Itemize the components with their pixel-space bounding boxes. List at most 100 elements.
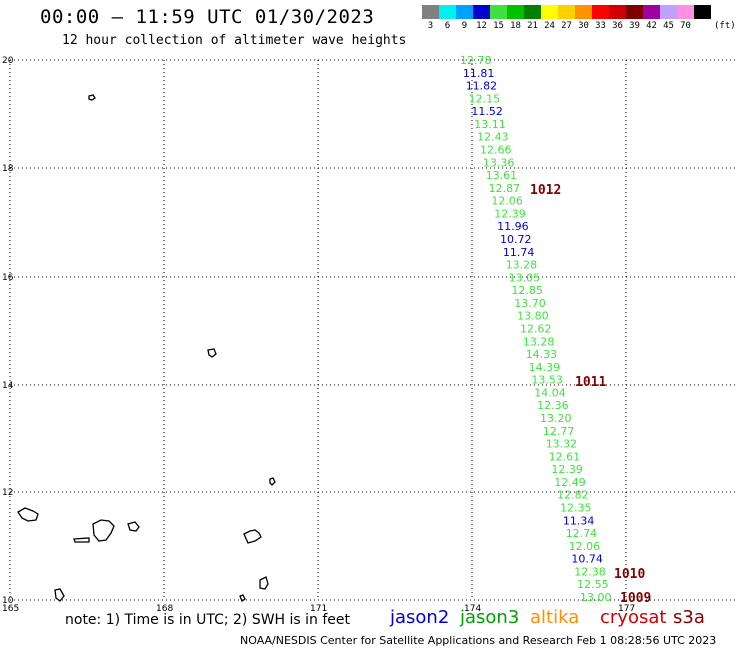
wave-height-label: 10.72 xyxy=(500,233,532,246)
wave-height-label: 12.74 xyxy=(566,527,598,540)
wave-height-label: 13.00 xyxy=(580,591,612,604)
color-scale-label: 42 xyxy=(646,21,657,31)
color-swatch xyxy=(694,5,711,19)
wave-height-label: 11.52 xyxy=(471,105,503,118)
color-scale-label: 39 xyxy=(629,21,640,31)
wave-height-label: 13.28 xyxy=(506,259,538,272)
color-scale-label: 6 xyxy=(444,21,451,31)
latitude-label: 16 xyxy=(2,273,14,283)
latitude-label: 20 xyxy=(2,56,14,66)
island-coastline xyxy=(54,588,65,602)
color-swatch xyxy=(422,5,439,19)
wave-height-label: 12.49 xyxy=(554,476,586,489)
island-coastline xyxy=(243,529,262,544)
color-scale-label: 24 xyxy=(544,21,555,31)
wave-height-label: 13.61 xyxy=(486,169,518,182)
wave-height-label: 12.78 xyxy=(460,54,492,67)
island-coastline xyxy=(92,519,115,542)
wave-height-label: 12.35 xyxy=(560,502,592,515)
wave-height-label: 11.34 xyxy=(563,514,595,527)
pressure-label: 1010 xyxy=(614,567,645,582)
wave-height-label: 12.43 xyxy=(477,131,509,144)
wave-height-label: 12.85 xyxy=(511,284,543,297)
island-coastline xyxy=(88,94,96,101)
wave-height-label: 13.70 xyxy=(514,297,546,310)
footer-credit: NOAA/NESDIS Center for Satellite Applica… xyxy=(240,634,717,647)
color-swatch xyxy=(575,5,592,19)
island-coastline xyxy=(127,521,140,532)
wave-height-label: 13.11 xyxy=(474,118,506,131)
longitude-label: 171 xyxy=(310,604,327,614)
wave-height-label: 13.05 xyxy=(509,271,540,284)
color-swatch xyxy=(592,5,609,19)
color-scale-unit: (ft) xyxy=(714,21,736,31)
color-scale-labels: 3 6 9 12 15 18 21 24 27 30 33 36 39 42 45 70 xyxy=(422,21,711,31)
island-coastline xyxy=(239,594,246,602)
island-coastline xyxy=(207,348,217,358)
wave-height-label: 14.33 xyxy=(526,348,558,361)
wave-height-label: 12.15 xyxy=(469,92,501,105)
color-swatch xyxy=(609,5,626,19)
color-swatch xyxy=(490,5,507,19)
satellite-legend-altika: altika xyxy=(530,607,580,628)
color-swatch xyxy=(524,5,541,19)
latitude-labels: 20 18 16 14 12 10 xyxy=(2,56,14,606)
longitude-label: 165 xyxy=(2,604,19,614)
wave-height-label: 13.20 xyxy=(540,412,572,425)
wave-height-label: 12.06 xyxy=(491,195,523,208)
pressure-label: 1009 xyxy=(620,591,651,606)
color-swatch xyxy=(541,5,558,19)
longitude-label: 177 xyxy=(618,604,635,614)
wave-height-label: 11.82 xyxy=(466,80,498,93)
footer-note: note: 1) Time is in UTC; 2) SWH is in fe… xyxy=(65,612,351,628)
latitude-label: 14 xyxy=(2,381,14,391)
wave-height-label: 12.38 xyxy=(574,565,606,578)
color-swatch xyxy=(456,5,473,19)
wave-height-label: 12.77 xyxy=(543,425,575,438)
color-swatch xyxy=(473,5,490,19)
wave-height-label: 13.80 xyxy=(517,310,549,323)
longitude-label: 174 xyxy=(464,604,481,614)
color-swatch xyxy=(626,5,643,19)
color-scale-label: 12 xyxy=(476,21,487,31)
pressure-label: 1012 xyxy=(530,183,561,198)
color-scale-label: 70 xyxy=(680,21,691,31)
latitude-label: 10 xyxy=(2,596,14,606)
satellite-legend-jason2: jason2 xyxy=(390,607,450,628)
wave-height-label: 11.81 xyxy=(463,67,495,80)
page-title: 00:00 – 11:59 UTC 01/30/2023 xyxy=(40,6,375,28)
wave-height-label: 14.04 xyxy=(534,386,566,399)
wave-height-label: 14.39 xyxy=(529,361,561,374)
color-scale-label: 27 xyxy=(561,21,572,31)
color-swatch xyxy=(643,5,660,19)
color-swatch xyxy=(507,5,524,19)
color-scale-label: 3 xyxy=(427,21,434,31)
color-scale-label: 21 xyxy=(527,21,538,31)
color-scale-label: 18 xyxy=(510,21,521,31)
pressure-labels: 1012 1011 1010 1009 xyxy=(530,183,651,606)
color-scale-bar xyxy=(422,5,711,19)
wave-height-label: 12.61 xyxy=(549,450,581,463)
satellite-legend-jason3: jason3 xyxy=(460,607,520,628)
wave-height-label: 12.62 xyxy=(520,323,552,336)
color-scale-label: 9 xyxy=(461,21,468,31)
satellite-legend-s3a: s3a xyxy=(673,607,705,628)
wave-height-label: 12.87 xyxy=(489,182,520,195)
wave-height-label: 12.36 xyxy=(537,399,569,412)
color-swatch xyxy=(558,5,575,19)
coastlines xyxy=(17,94,276,602)
wave-height-label: 13.32 xyxy=(546,438,578,451)
color-scale-label: 45 xyxy=(663,21,674,31)
pressure-label: 1011 xyxy=(575,375,606,390)
wave-height-label: 12.39 xyxy=(551,463,583,476)
wave-height-label: 12.06 xyxy=(569,540,601,553)
longitude-label: 168 xyxy=(156,604,173,614)
island-coastline xyxy=(269,477,276,486)
wave-height-label: 12.39 xyxy=(494,207,526,220)
island-coastline xyxy=(17,507,39,522)
wave-height-label: 13.53 xyxy=(531,374,563,387)
latitude-label: 18 xyxy=(2,164,14,174)
island-coastline xyxy=(73,537,90,543)
wave-height-label: 11.74 xyxy=(503,246,535,259)
